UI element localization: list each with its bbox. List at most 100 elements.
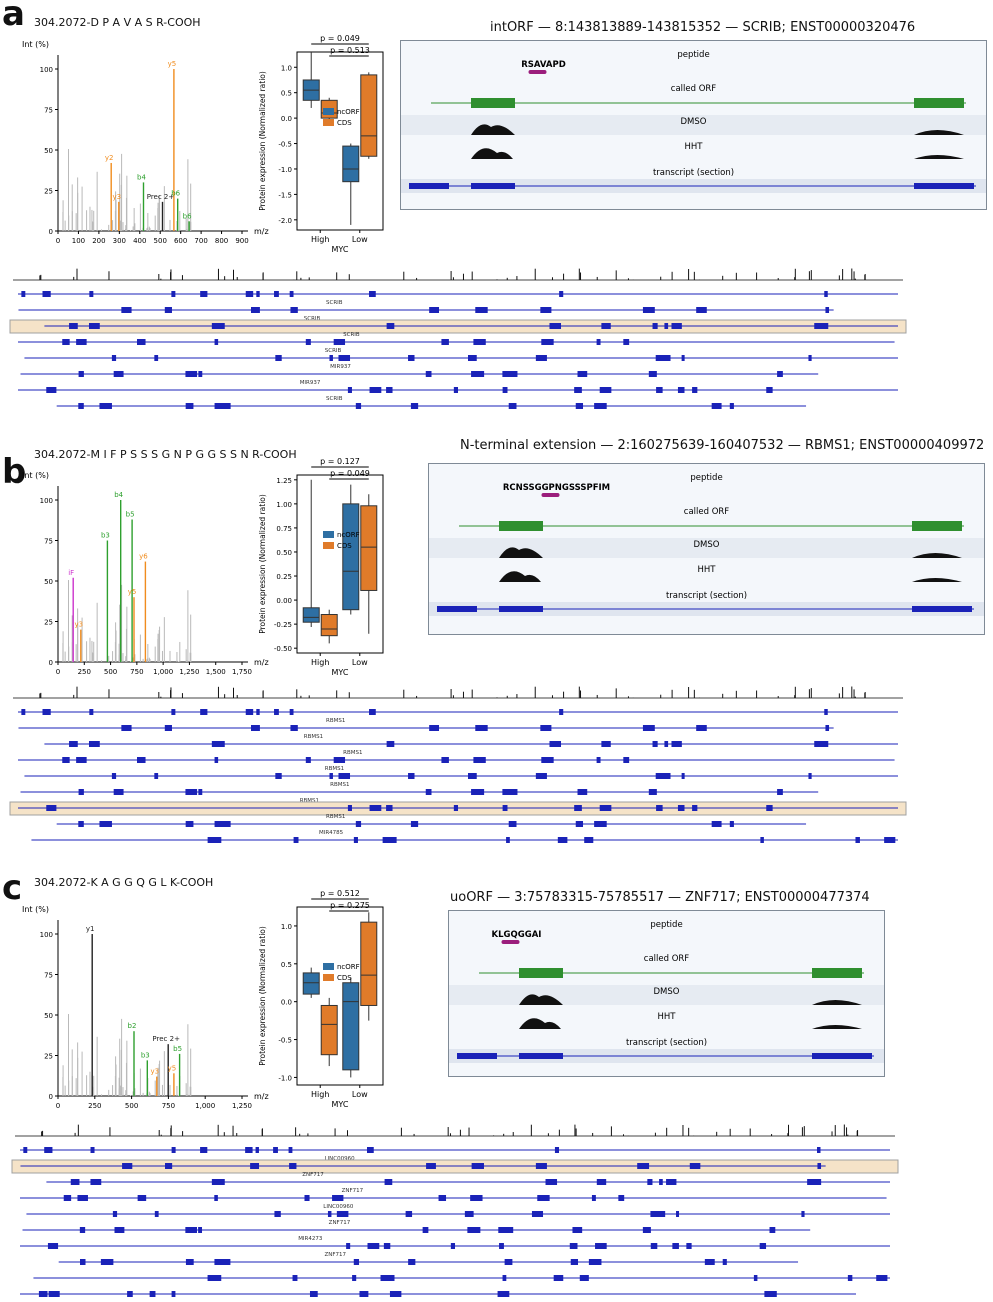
hht-label: HHT (658, 1012, 677, 1022)
exon (386, 741, 395, 747)
exon (329, 355, 333, 361)
exon (214, 821, 228, 827)
x-tick-label: 700 (194, 237, 207, 245)
exon (209, 837, 222, 843)
ncorf-box (342, 982, 360, 1071)
exon (541, 339, 554, 345)
gene-label: ZNF717 (329, 1220, 351, 1226)
x-tick-label: 1,250 (232, 1102, 252, 1110)
y-axis-label: Protein expression (Normalized ratio) (258, 926, 267, 1066)
exon (666, 1179, 677, 1185)
exon (471, 1163, 476, 1169)
peptide-bar (501, 940, 520, 944)
exon (69, 741, 75, 747)
exon (200, 1147, 208, 1153)
exon (200, 709, 208, 715)
x-tick-label: 250 (88, 1102, 101, 1110)
x-tick-label: 0 (56, 1102, 60, 1110)
y-tick-label: 75 (44, 972, 53, 980)
panel-letter: b (2, 452, 27, 492)
exon (214, 1259, 228, 1265)
exon (574, 387, 582, 393)
exon (405, 1211, 413, 1217)
exon (353, 1259, 360, 1265)
exon (824, 291, 828, 297)
exon (425, 371, 432, 377)
panel-letter: a (2, 0, 25, 34)
y-tick-label: 0.25 (276, 573, 292, 581)
exon (76, 757, 87, 763)
exon (766, 805, 773, 811)
y-tick-label: 1.00 (276, 501, 292, 509)
y-tick-label: 0.50 (276, 549, 292, 557)
ncorf-box (342, 503, 360, 611)
exon (393, 1291, 398, 1297)
x-tick-label: 900 (235, 237, 248, 245)
exon (214, 757, 219, 763)
exon (274, 709, 279, 715)
exon (618, 1195, 625, 1201)
exon (637, 1163, 650, 1169)
x-axis-label: MYC (332, 668, 349, 677)
exon (729, 403, 734, 409)
exon (305, 339, 311, 345)
exon (77, 1195, 88, 1201)
cds-box (320, 614, 338, 637)
ion-peak-label: b4 (114, 491, 123, 499)
exon (164, 307, 172, 313)
exon (333, 339, 346, 345)
exon (352, 1275, 357, 1281)
dmso-label: DMSO (681, 117, 707, 127)
legend-label: CDS (337, 542, 352, 550)
exon (154, 1211, 159, 1217)
orf-exon (499, 521, 543, 531)
exon (63, 1195, 68, 1201)
protein-boxplot: 1.0 0.5 0.0 -0.5 -1.0 -1.5 -2.0 Protein express… (258, 30, 384, 254)
y-tick-label: 100 (40, 931, 53, 939)
x-tick-label: 100 (72, 237, 85, 245)
exon (64, 339, 70, 345)
exon (338, 773, 351, 779)
panel-title: N-terminal extension — 2:160275639-16040… (460, 438, 985, 453)
exon (369, 805, 382, 811)
exon (502, 789, 515, 795)
exon (245, 1147, 253, 1153)
orf-track-label: called ORF (644, 954, 690, 964)
exon (499, 1243, 504, 1249)
protein-boxplot: 1.0 0.5 0.0 -0.5 -1.0 Protein expression (Nor… (258, 889, 384, 1109)
exon (44, 1147, 53, 1153)
y-tick-label: 0.5 (281, 90, 292, 98)
exon (588, 1259, 602, 1265)
exon (99, 821, 112, 827)
x-axis-label: m/z (254, 658, 269, 667)
exon (137, 757, 146, 763)
gene-label: SCRIB (304, 316, 321, 322)
exon (711, 821, 722, 827)
exon (79, 1227, 86, 1233)
exon (21, 291, 26, 297)
exon (274, 1211, 281, 1217)
orf-exon (912, 521, 962, 531)
exon (289, 709, 294, 715)
exon (369, 709, 376, 715)
y-tick-label: 75 (44, 538, 53, 546)
exon (250, 307, 260, 313)
exon (801, 1211, 805, 1217)
exon (185, 821, 194, 827)
exon (309, 1291, 318, 1297)
detail-view: peptide KLGQGGAI called ORF DMSO HHT transcri… (448, 910, 885, 1077)
exon (537, 1195, 550, 1201)
exon (814, 323, 827, 329)
legend-swatch-cds (323, 119, 334, 126)
exon (113, 789, 124, 795)
y-tick-label: 0 (49, 228, 53, 236)
exon (21, 709, 26, 715)
exon (347, 805, 352, 811)
exon (408, 355, 415, 361)
exon (692, 805, 698, 811)
exon (250, 725, 260, 731)
x-axis-label: m/z (254, 227, 269, 236)
detail-view: peptide RSAVAPD called ORF DMSO HHT transcrip… (400, 40, 987, 210)
exon (575, 403, 584, 409)
ion-peak-label: iF (68, 569, 74, 577)
